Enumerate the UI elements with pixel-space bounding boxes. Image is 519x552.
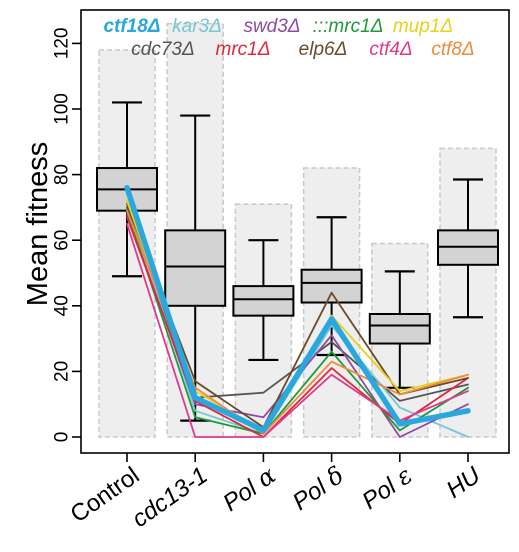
x-tick-label: Pol α xyxy=(218,461,281,517)
legend-entry: mup1Δ xyxy=(393,16,453,37)
legend-entry: swd3Δ xyxy=(243,16,300,37)
legend-entry: ctf4Δ xyxy=(369,39,412,60)
legend-entry: ctf8Δ xyxy=(431,39,474,60)
series-line xyxy=(126,222,469,438)
series-line xyxy=(124,184,471,434)
x-tick-label: HU xyxy=(442,461,486,503)
box xyxy=(368,313,431,345)
legend-entry: mrc1Δ xyxy=(216,39,271,60)
legend-entry: kar3Δ xyxy=(172,16,222,37)
x-tick-label: Pol δ xyxy=(287,461,349,516)
legend-entry: elp6Δ xyxy=(299,39,348,60)
y-tick-label: 40 xyxy=(52,295,73,316)
y-tick-label: 0 xyxy=(52,432,73,443)
y-tick-label: 80 xyxy=(52,164,73,185)
y-tick-label: 20 xyxy=(52,361,73,382)
x-tick-label: cdc13-1 xyxy=(127,462,212,533)
legend-entry: :::mrc1Δ xyxy=(313,16,384,37)
legend-entry: ctf18Δ xyxy=(103,16,160,37)
box xyxy=(164,229,227,307)
series-lines xyxy=(124,184,471,438)
x-tick-label: Pol ε xyxy=(357,461,417,515)
y-axis-label: Mean fitness xyxy=(22,142,54,306)
plot-frame xyxy=(80,9,510,454)
box xyxy=(232,285,295,317)
y-tick-label: 100 xyxy=(52,93,73,125)
y-tick-label: 60 xyxy=(52,230,73,251)
legend-entry: cdc73Δ xyxy=(131,39,194,60)
box xyxy=(300,268,363,304)
y-tick-label: 120 xyxy=(52,28,73,60)
